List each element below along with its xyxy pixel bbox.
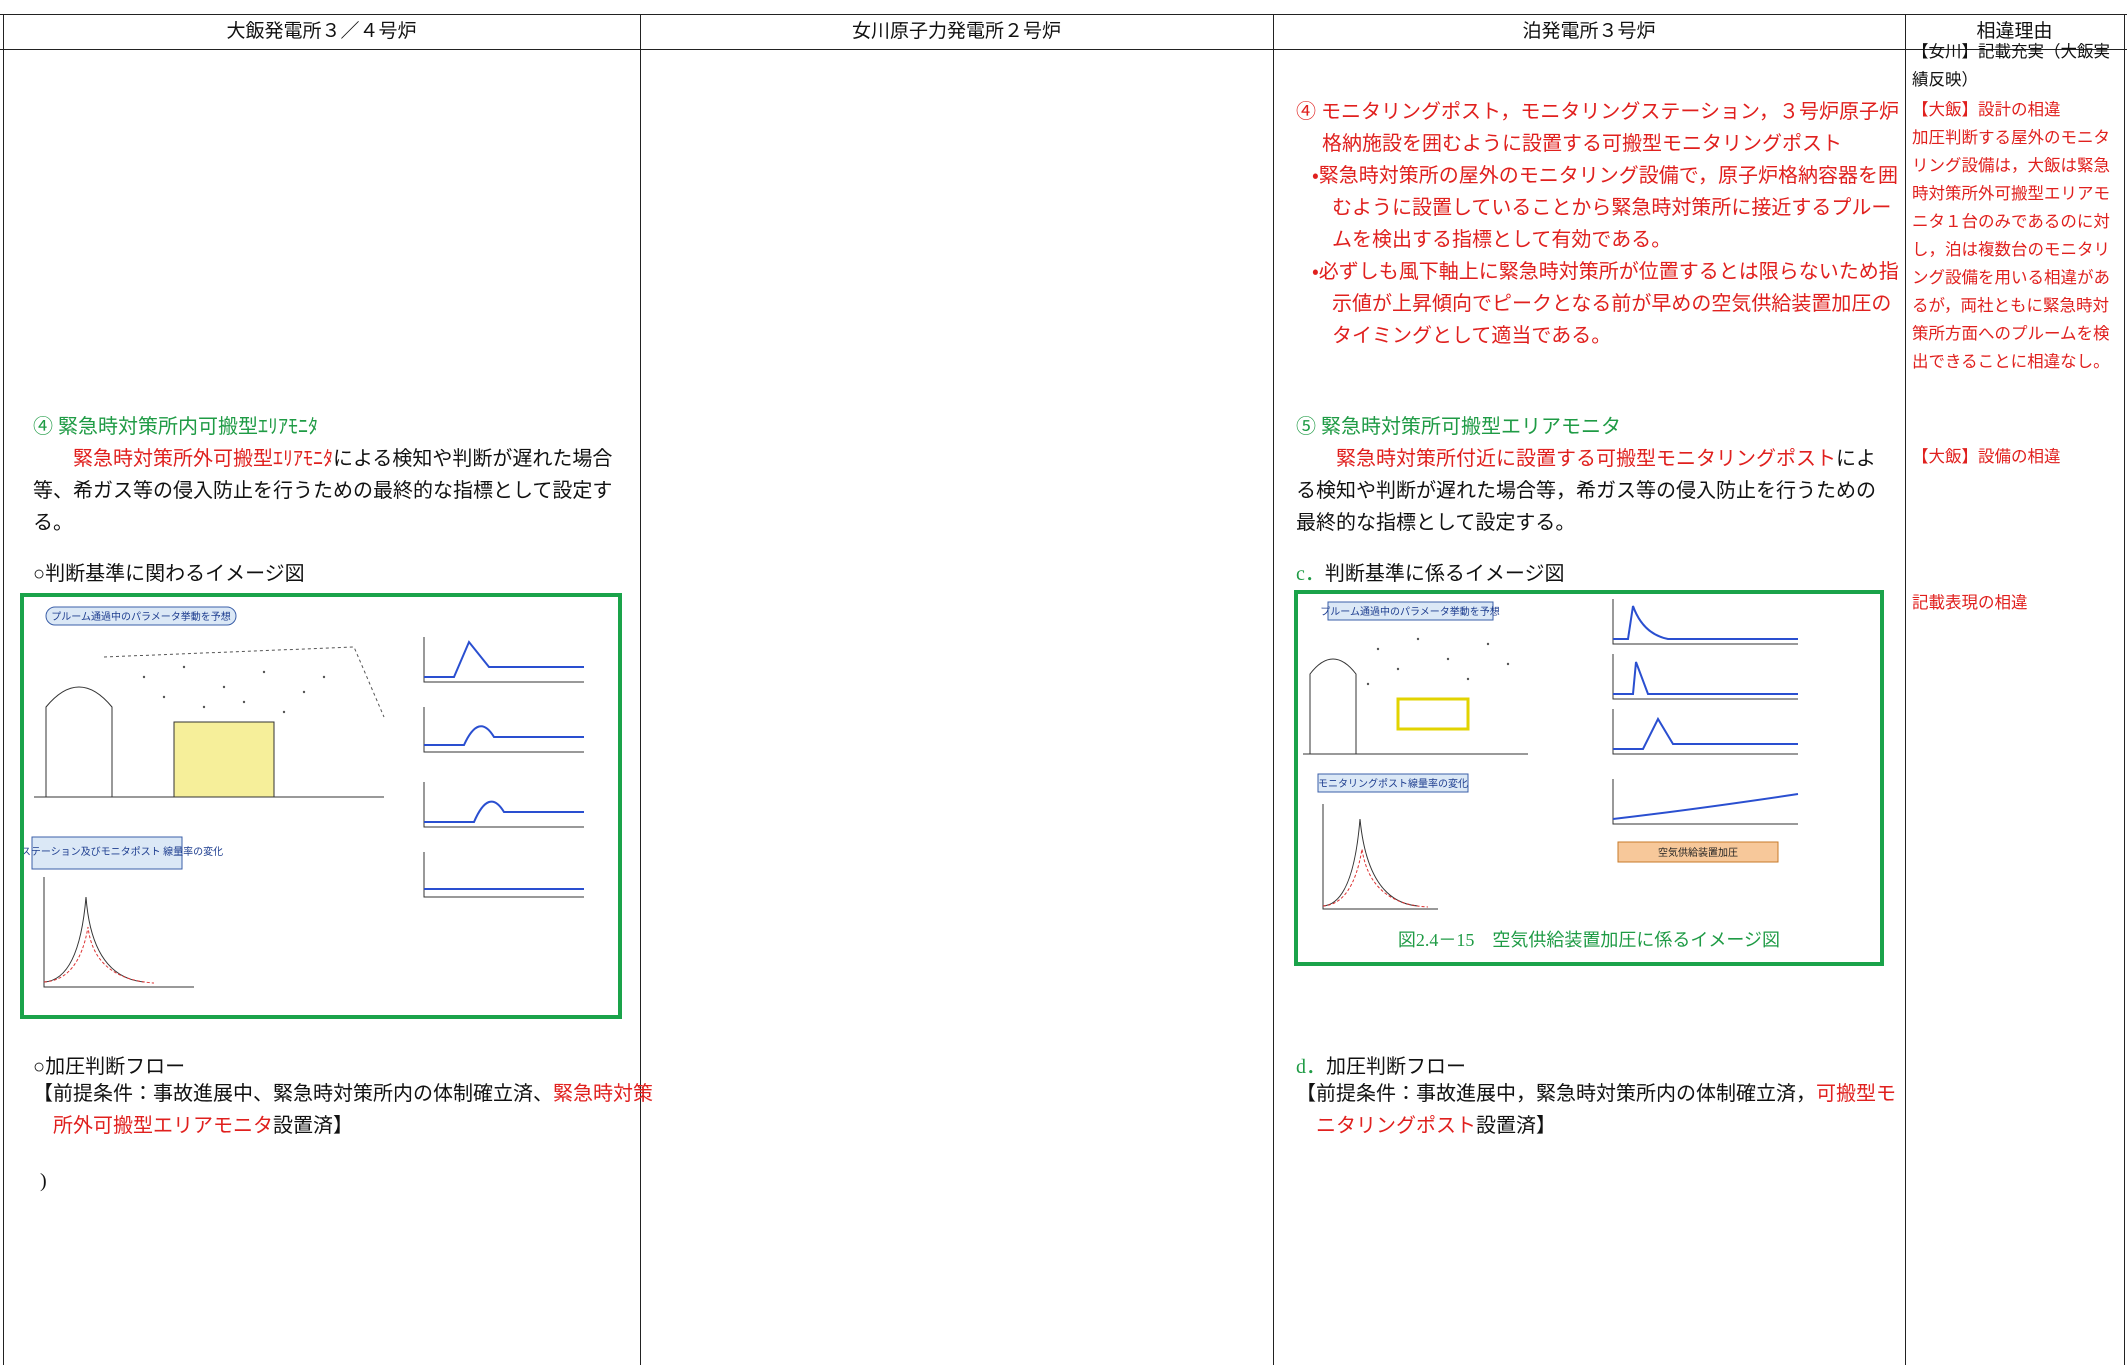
column-header: 大飯発電所３／４号炉 (226, 21, 417, 42)
axis (43, 877, 194, 988)
heading-number: d． (1296, 1056, 1326, 1078)
figure-label: プルーム通過中のパラメータ挙動を予想 (51, 610, 230, 623)
building (173, 721, 275, 798)
axis (1322, 804, 1438, 910)
item-text: 緊急時対策所付近に設置する可搬型モニタリングポストによる検知や判断が遅れた場合等… (1296, 443, 1886, 539)
item-title: ⑤ 緊急時対策所可搬型エリアモニタ (1296, 416, 1621, 438)
text: 【前提条件：事故進展中，緊急時対策所内の体制確立済， (1296, 1083, 1816, 1105)
reason: 記載表現の相違 (1912, 593, 2028, 612)
figure-drawing: プルーム通過中のパラメータ挙動を予想 モニタステーション及びモニタポスト 線量率… (24, 606, 584, 988)
building (45, 686, 113, 797)
text: 設置済】 (273, 1115, 353, 1137)
item-text: 緊急時対策所外可搬型ｴﾘｱﾓﾆﾀによる検知や判断が遅れた場合等、希ガス等の侵入防… (33, 443, 623, 539)
graph-lines (424, 640, 584, 890)
col-border (2124, 14, 2125, 1365)
figure-caption: 図2.4－15 空気供給装置加圧に係るイメージ図 (1398, 930, 1780, 950)
label-box (31, 836, 183, 870)
label-box (1317, 773, 1469, 793)
building (1309, 658, 1357, 754)
curve (43, 926, 155, 984)
figure-label: モニタステーション及びモニタポスト 線量率の変化 (24, 845, 223, 858)
item-title: ④ 緊急時対策所内可搬型ｴﾘｱﾓﾆﾀ (33, 416, 318, 438)
building (1396, 697, 1470, 731)
text: による検知や判断が遅れた場合等，希ガス等の侵入防止を行うための最終的な指標として… (1296, 448, 1876, 534)
particles (142, 665, 326, 714)
text: による検知や判断が遅れた場合等、希ガス等の侵入防止を行うための最終的な指標として… (33, 448, 613, 534)
highlight: 可搬型モニタリングポスト (1316, 1083, 1896, 1137)
label-box (1617, 841, 1779, 863)
flow-heading: ○加圧判断フロー (33, 1056, 186, 1078)
col-border (1273, 14, 1274, 1365)
plume (103, 646, 385, 718)
label-box (1327, 601, 1494, 621)
graph-lines (1612, 605, 1799, 820)
figure: プルーム通過中のパラメータ挙動を予想 モニタステーション及びモニタポスト 線量率… (20, 593, 622, 1019)
col-border (3, 14, 4, 1365)
closing: ) (40, 1170, 47, 1192)
reason-text: 加圧判断する屋外のモニタリング設備は，大飯は緊急時対策所外可搬型エリアモニタ１台… (1912, 128, 2110, 371)
reason: 【女川】記載充実（大飯実績反映） (1912, 42, 2110, 89)
heading-text: 判断基準に係るイメージ図 (1324, 563, 1565, 585)
col-border (640, 14, 641, 1365)
figure-label: プルーム通過中のパラメータ挙動を予想 (1320, 605, 1499, 618)
figure-drawing: プルーム通過中のパラメータ挙動を予想 空気供給装置加圧 モニタリングポスト線量率… (1303, 599, 1799, 950)
text: 【前提条件：事故進展中、緊急時対策所内の体制確立済、 (33, 1083, 553, 1105)
highlight: 緊急時対策所外可搬型ｴﾘｱﾓﾆﾀ (73, 448, 333, 470)
figure-label: 空気供給装置加圧 (1658, 846, 1738, 859)
figure: プルーム通過中のパラメータ挙動を予想 空気供給装置加圧 モニタリングポスト線量率… (1294, 590, 1884, 966)
reason: 【大飯】設計の相違 (1912, 100, 2061, 119)
monitor-title: ④ モニタリングポスト，モニタリングステーション，３号炉原子炉格納施設を囲むよう… (1296, 101, 1899, 155)
figure-heading: c．判断基準に係るイメージ図 (1296, 558, 1565, 590)
monitor-bullet: ・必ずしも風下軸上に緊急時対策所が位置するとは限らないため指示値が上昇傾向でピー… (1312, 261, 1899, 347)
curve (43, 896, 145, 983)
reason: 【大飯】設備の相違 (1912, 447, 2061, 466)
flow-premise: 【前提条件：事故進展中、緊急時対策所内の体制確立済、緊急時対策所外可搬型エリアモ… (33, 1078, 653, 1142)
curve (1322, 818, 1419, 907)
text: 設置済】 (1476, 1115, 1556, 1137)
heading-number: c． (1296, 563, 1325, 585)
flow-heading: d．加圧判断フロー (1296, 1051, 1466, 1083)
figure-heading: ○判断基準に関わるイメージ図 (33, 563, 305, 585)
figure-label: モニタリングポスト線量率の変化 (1318, 777, 1468, 790)
heading-text: 加圧判断フロー (1326, 1056, 1466, 1078)
highlight: 緊急時対策所外可搬型エリアモニタ (53, 1083, 653, 1137)
header-border (0, 49, 2127, 50)
column-header: 泊発電所３号炉 (1522, 21, 1656, 42)
graphs (423, 637, 584, 898)
col-border (1905, 14, 1906, 1365)
curve (1322, 848, 1429, 908)
column-header: 相違理由 (1976, 21, 2053, 42)
table-border (0, 14, 2127, 15)
flow-premise: 【前提条件：事故進展中，緊急時対策所内の体制確立済，可搬型モニタリングポスト設置… (1296, 1078, 1906, 1142)
graphs (1612, 599, 1798, 825)
monitor-bullet: ・緊急時対策所の屋外のモニタリング設備で，原子炉格納容器を囲むように設置している… (1312, 165, 1898, 251)
column-header: 女川原子力発電所２号炉 (851, 21, 1061, 42)
particles (1366, 637, 1510, 686)
label-box (45, 606, 237, 626)
highlight: 緊急時対策所付近に設置する可搬型モニタリングポスト (1336, 448, 1836, 470)
